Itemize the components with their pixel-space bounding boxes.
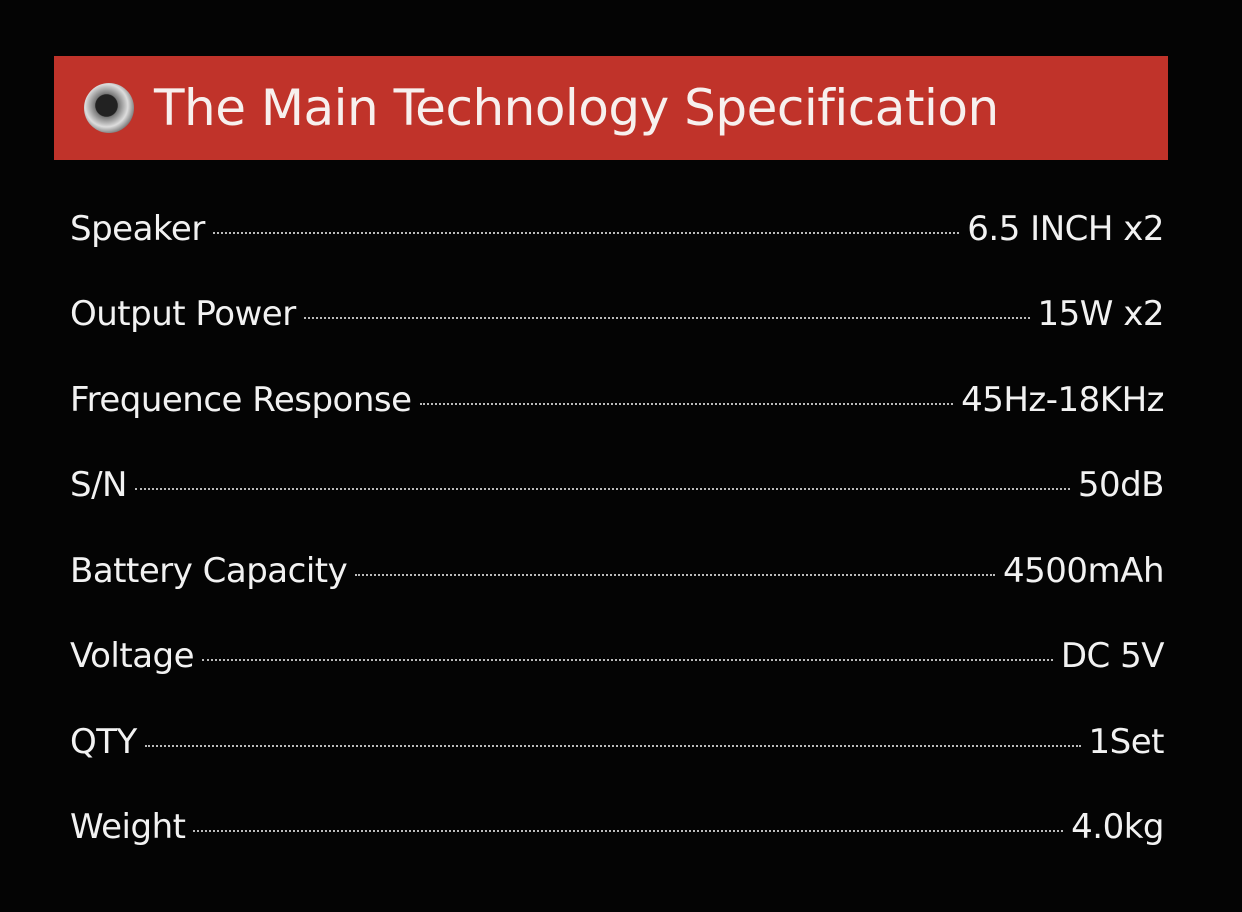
spec-value: 15W x2 <box>1037 294 1165 335</box>
spec-value: 1Set <box>1088 721 1165 762</box>
dotted-leader <box>355 573 996 576</box>
speaker-icon <box>84 83 134 133</box>
dotted-leader <box>419 402 954 405</box>
spec-value: 50dB <box>1077 465 1165 506</box>
spec-row: Output Power 15W x2 <box>70 272 1170 358</box>
dotted-leader <box>144 744 1081 747</box>
spec-row: Weight 4.0kg <box>70 785 1170 871</box>
dotted-leader <box>303 317 1030 320</box>
dotted-leader <box>134 488 1070 491</box>
spec-label: Output Power <box>70 294 296 335</box>
dotted-leader <box>202 659 1053 662</box>
spec-label: Voltage <box>70 636 195 677</box>
spec-value: 6.5 INCH x2 <box>967 208 1164 249</box>
spec-row: QTY 1Set <box>70 699 1170 785</box>
header-banner: The Main Technology Specification <box>54 56 1168 160</box>
spec-row: Voltage DC 5V <box>70 614 1170 700</box>
spec-label: S/N <box>70 465 127 506</box>
spec-row: Frequence Response 45Hz-18KHz <box>70 357 1170 443</box>
spec-value: 45Hz-18KHz <box>961 379 1164 420</box>
spec-value: 4500mAh <box>1003 550 1164 591</box>
spec-row: S/N 50dB <box>70 443 1170 529</box>
spec-row: Speaker 6.5 INCH x2 <box>70 186 1170 272</box>
title: The Main Technology Specification <box>154 79 999 137</box>
spec-label: Battery Capacity <box>70 550 348 591</box>
spec-label: Speaker <box>70 208 205 249</box>
spec-row: Battery Capacity 4500mAh <box>70 528 1170 614</box>
spec-label: QTY <box>70 721 137 762</box>
dotted-leader <box>193 830 1064 833</box>
spec-value: DC 5V <box>1060 636 1165 677</box>
spec-list: Speaker 6.5 INCH x2 Output Power 15W x2 Freq… <box>70 186 1170 870</box>
dotted-leader <box>212 231 960 234</box>
spec-value: 4.0kg <box>1071 807 1164 848</box>
spec-label: Weight <box>70 807 186 848</box>
spec-label: Frequence Response <box>70 379 412 420</box>
